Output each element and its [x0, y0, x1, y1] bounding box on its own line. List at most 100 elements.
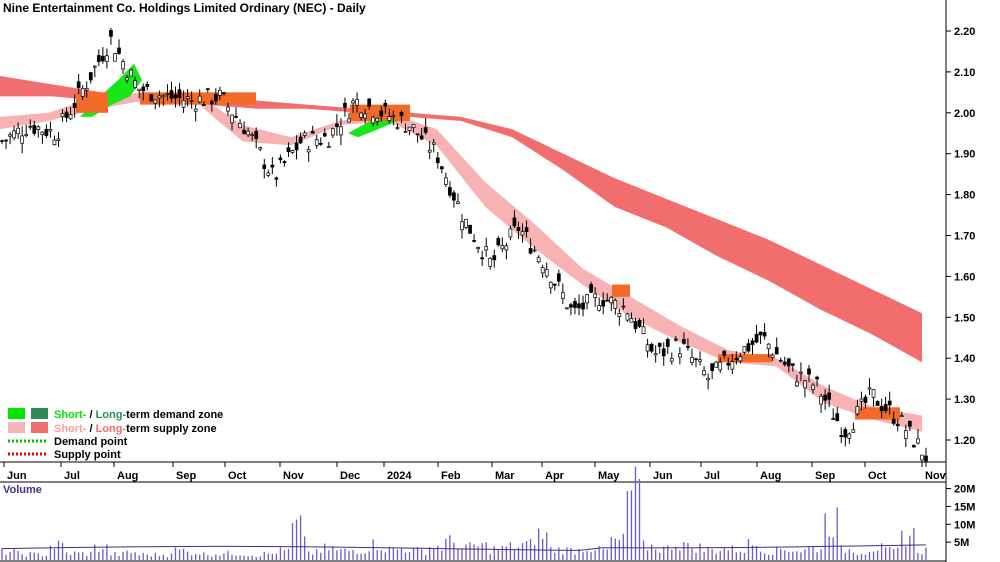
candle-body	[673, 338, 678, 341]
candle-body	[185, 96, 190, 99]
candle-body	[766, 343, 771, 350]
legend-short-supply-swatch	[8, 422, 25, 433]
candle-body	[609, 296, 614, 304]
candle-body	[282, 161, 287, 163]
candle-body	[331, 128, 335, 136]
candle-body	[133, 80, 138, 88]
candles-layer	[0, 27, 928, 467]
legend-supply-label: Short- / Long-term supply zone	[54, 423, 217, 435]
candle-body	[855, 406, 860, 415]
candle-body	[827, 392, 832, 400]
x-tick-label: Jun	[653, 470, 673, 482]
candle-body	[706, 377, 710, 381]
candle-body	[786, 358, 791, 367]
candle-body	[875, 401, 880, 406]
candle-body	[686, 346, 690, 348]
candle-body	[96, 55, 101, 62]
candle-body	[105, 55, 109, 62]
candle-body	[314, 139, 319, 146]
candle-body	[661, 348, 666, 357]
candle-body	[468, 224, 472, 234]
candle-body	[363, 113, 367, 119]
candle-body	[488, 258, 493, 267]
candle-body	[774, 347, 779, 355]
candle-body	[379, 110, 384, 117]
candle-body	[593, 293, 597, 298]
candle-body	[44, 128, 49, 136]
x-tick-label: 2024	[387, 470, 412, 482]
x-tick-label: Sep	[815, 470, 835, 482]
candle-body	[637, 320, 642, 327]
candle-body	[439, 166, 444, 170]
candle-body	[48, 129, 53, 132]
candle-body	[476, 247, 480, 249]
candle-body	[52, 139, 57, 145]
candle-body	[778, 359, 783, 362]
candle-body	[815, 376, 819, 380]
candle-body	[12, 130, 16, 139]
candle-body	[16, 127, 20, 135]
overlap-zone-6	[855, 407, 900, 420]
candle-body	[908, 420, 912, 427]
candle-body	[758, 331, 763, 336]
candle-body	[129, 69, 133, 77]
candle-body	[117, 47, 121, 54]
candle-body	[536, 257, 541, 263]
candle-body	[903, 430, 908, 440]
candle-body	[480, 257, 485, 260]
candle-body	[351, 100, 355, 104]
main-panel	[0, 0, 946, 462]
candle-body	[238, 122, 242, 129]
y-tick-label: 2.00	[954, 108, 975, 120]
candle-body	[80, 88, 85, 97]
volume-tick-label: 15M	[954, 501, 975, 513]
candle-body	[799, 371, 803, 374]
candle-body	[242, 129, 246, 135]
candle-body	[895, 424, 900, 427]
candle-body	[770, 354, 775, 358]
candle-body	[669, 358, 674, 362]
candle-body	[177, 89, 182, 99]
candle-body	[512, 217, 517, 227]
candle-body	[262, 164, 267, 169]
volume-tick-label: 5M	[954, 537, 969, 549]
candle-body	[266, 172, 271, 176]
candle-body	[278, 157, 283, 161]
candle-body	[222, 92, 226, 95]
candle-body	[92, 65, 97, 68]
candle-body	[920, 454, 924, 461]
volume-label: Volume	[3, 484, 42, 496]
candle-body	[698, 359, 702, 362]
candle-body	[561, 292, 565, 299]
candle-body	[803, 380, 807, 389]
x-tick-label: Aug	[760, 470, 781, 482]
candle-body	[694, 358, 698, 361]
candle-body	[318, 143, 323, 145]
candle-body	[528, 248, 533, 254]
candle-body	[807, 368, 811, 375]
candle-body	[924, 455, 928, 462]
legend-demand-label: Short- / Long-term demand zone	[54, 409, 223, 421]
candle-body	[214, 93, 218, 102]
candle-body	[40, 131, 45, 135]
candle-body	[109, 29, 113, 37]
y-tick-label: 1.20	[954, 435, 975, 447]
candle-body	[302, 132, 307, 136]
candle-body	[294, 142, 299, 151]
candle-body	[258, 147, 263, 150]
candle-body	[209, 101, 214, 105]
candle-body	[355, 99, 359, 106]
legend-long-demand-swatch	[31, 408, 48, 419]
candle-body	[343, 102, 347, 108]
legend-long-supply-swatch	[31, 422, 48, 433]
candle-body	[173, 94, 178, 99]
y-tick-label: 2.20	[954, 26, 975, 38]
candle-body	[68, 114, 73, 120]
candle-body	[738, 356, 743, 362]
candle-body	[843, 429, 848, 438]
candle-body	[795, 381, 799, 387]
legend-demand-point-label: Demand point	[54, 436, 128, 448]
candle-body	[375, 118, 380, 122]
chart-title: Nine Entertainment Co. Holdings Limited …	[3, 1, 366, 15]
